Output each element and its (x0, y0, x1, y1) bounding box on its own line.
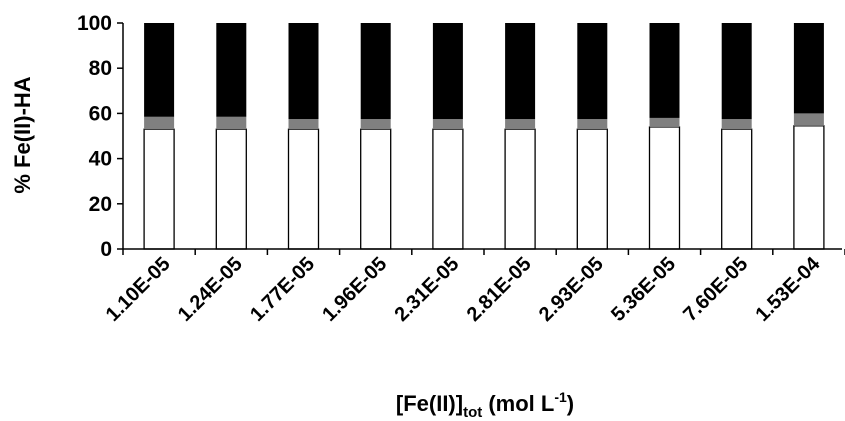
bar-segment-2 (360, 23, 391, 120)
bars-group (143, 23, 825, 250)
x-axis-title-sub: tot (463, 404, 482, 421)
y-axis-title: % Fe(II)-HA (10, 76, 35, 193)
bar-segment-2 (793, 23, 824, 114)
y-tick-label: 20 (89, 193, 112, 216)
bar-segment-1 (216, 116, 247, 130)
bar-segment-1 (793, 113, 824, 126)
y-tick-label: 80 (89, 57, 112, 80)
bar-segment-2 (432, 23, 463, 120)
y-tick-label: 100 (77, 12, 112, 35)
bar-segment-2 (505, 23, 536, 120)
x-category-label: 1.53E-04 (751, 252, 825, 326)
x-category-label: 7.60E-05 (679, 253, 752, 326)
x-category-label: 2.81E-05 (463, 253, 536, 326)
x-axis-title-sup: -1 (554, 389, 567, 405)
bar-segment-0 (215, 128, 247, 250)
bar-segment-1 (649, 117, 680, 127)
bar-segment-2 (288, 23, 319, 120)
bar-segment-2 (649, 23, 680, 118)
bar-segment-0 (793, 125, 825, 250)
bar-segment-2 (577, 23, 608, 120)
bar-segment-1 (577, 119, 608, 130)
x-category-label: 1.10E-05 (102, 253, 175, 326)
bar-segment-1 (288, 119, 319, 130)
bar-segment-2 (216, 23, 247, 117)
x-axis-title-unit: (mol L (482, 391, 554, 416)
x-category-label: 2.93E-05 (535, 253, 608, 326)
bar-segment-0 (432, 128, 464, 250)
y-tick-label: 0 (100, 238, 112, 261)
bar-segment-0 (360, 128, 392, 250)
bar-segment-0 (287, 128, 320, 250)
x-category-label: 1.24E-05 (174, 253, 247, 326)
bar-segment-0 (504, 128, 536, 250)
x-category-label: 2.31E-05 (390, 253, 463, 326)
bar-segment-0 (576, 128, 608, 250)
axes-group (122, 23, 842, 250)
x-category-label: 5.36E-05 (607, 253, 680, 326)
bar-segment-2 (721, 23, 752, 120)
y-tick-label: 40 (89, 148, 112, 171)
bar-segment-0 (721, 128, 753, 250)
bar-segment-1 (432, 119, 463, 130)
y-tick-label: 60 (89, 102, 112, 125)
bar-segment-1 (721, 119, 752, 130)
y-ticks-group: 0 20 40 60 80 100 (77, 12, 123, 261)
bar-segment-2 (144, 23, 175, 117)
x-category-label: 1.77E-05 (246, 253, 319, 326)
bar-segment-1 (505, 119, 536, 130)
bar-segment-0 (143, 128, 175, 250)
x-axis-title: [Fe(II)]tot (mol L-1) (396, 389, 574, 421)
bar-segment-1 (144, 116, 175, 130)
x-category-label: 1.96E-05 (318, 253, 391, 326)
bar-segment-1 (360, 119, 391, 130)
x-axis-title-close: ) (567, 391, 574, 416)
x-axis-title-main: [Fe(II)] (396, 391, 463, 416)
x-ticks-group: 1.10E-05 1.24E-05 1.77E-05 1.96E-05 2.31E-05… (102, 249, 845, 326)
bar-segment-0 (648, 126, 681, 250)
